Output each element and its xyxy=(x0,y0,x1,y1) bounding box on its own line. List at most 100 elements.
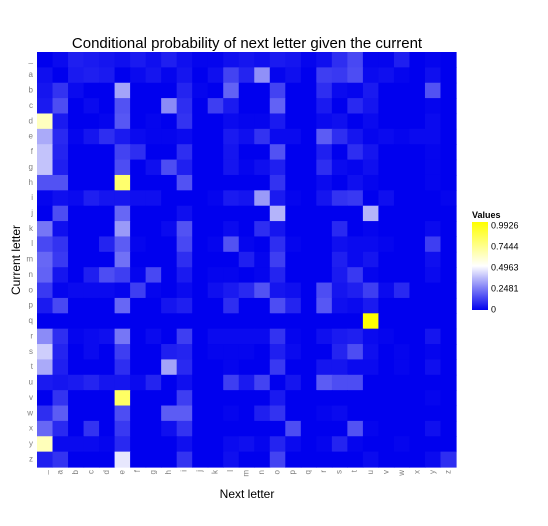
heatmap-cell-b-b xyxy=(68,82,85,99)
heatmap-cell-y-n xyxy=(254,436,271,453)
heatmap-cell-f-_ xyxy=(37,144,54,161)
heatmap-cell-k-z xyxy=(440,221,457,238)
heatmap-cell-_-s xyxy=(331,52,348,68)
y-tick-label: e xyxy=(29,132,34,141)
heatmap-cell-f-n xyxy=(254,144,271,161)
heatmap-cell-z-e xyxy=(114,451,131,468)
heatmap-cell-g-n xyxy=(254,159,271,176)
heatmap-cell-f-y xyxy=(424,144,442,161)
heatmap-cell-j-m xyxy=(238,205,255,222)
heatmap-cell-d-y xyxy=(424,113,442,130)
heatmap-cell-m-q xyxy=(300,251,317,268)
heatmap-cell-_-u xyxy=(362,52,380,68)
heatmap-cell-k-n xyxy=(254,221,271,238)
heatmap-cell-h-h xyxy=(161,174,178,191)
heatmap-cell-z-s xyxy=(331,451,348,468)
heatmap-cell-e-z xyxy=(440,128,457,145)
heatmap-cell-g-z xyxy=(440,159,457,176)
heatmap-cell-b-h xyxy=(161,82,178,99)
heatmap-cell-u-r xyxy=(316,374,333,391)
heatmap-cell-u-x xyxy=(409,374,426,391)
heatmap-cell-q-j xyxy=(192,313,209,330)
heatmap-cell-t-i xyxy=(176,359,193,376)
heatmap-cell-j-l xyxy=(223,205,240,222)
heatmap-cell-c-m xyxy=(238,98,255,115)
heatmap-cell-j-d xyxy=(99,205,116,222)
heatmap-cell-m-n xyxy=(254,251,271,268)
heatmap-cell-b-f xyxy=(130,82,147,99)
heatmap-cell-_-e xyxy=(114,52,131,68)
y-tick-label: g xyxy=(29,162,33,171)
heatmap-cell-v-h xyxy=(161,390,178,407)
heatmap-cell-a-r xyxy=(316,67,333,84)
heatmap-cell-p-j xyxy=(192,297,209,314)
x-tick-label: g xyxy=(148,470,157,474)
heatmap-cell-g-f xyxy=(130,159,147,176)
heatmap-cell-f-k xyxy=(207,144,224,161)
heatmap-cell-x-w xyxy=(393,420,411,437)
y-tick-label: f xyxy=(31,147,34,156)
heatmap-cell-o-e xyxy=(114,282,131,299)
x-axis-ticks: _ a b c d e f g h i j k l m n o p q r s t u v w x y z xyxy=(40,469,452,477)
heatmap-cell-l-h xyxy=(161,236,178,253)
heatmap-cell-j-_ xyxy=(37,205,54,222)
heatmap-cell-i-b xyxy=(68,190,85,207)
heatmap-cell-q-a xyxy=(52,313,69,330)
heatmap-cell-y-i xyxy=(176,436,193,453)
x-tick-label: f xyxy=(133,469,142,472)
heatmap-cell-i-a xyxy=(52,190,69,207)
heatmap-cell-r-x xyxy=(409,328,426,345)
heatmap-cell-_-o xyxy=(269,52,286,68)
y-tick-label: r xyxy=(30,331,33,340)
heatmap-cell-o-q xyxy=(300,282,317,299)
heatmap-cell-i-h xyxy=(161,190,178,207)
x-tick-label: x xyxy=(412,470,421,474)
heatmap-cell-k-x xyxy=(409,221,426,238)
heatmap-cell-k-k xyxy=(207,221,224,238)
heatmap-cell-q-f xyxy=(130,313,147,330)
heatmap-cell-k-h xyxy=(161,221,178,238)
heatmap-cell-q-q xyxy=(300,313,317,330)
heatmap-cell-o-s xyxy=(331,282,348,299)
heatmap-cell-k-i xyxy=(176,221,193,238)
x-tick-label: i xyxy=(180,470,189,472)
heatmap-cell-f-i xyxy=(176,144,193,161)
heatmap-cell-s-j xyxy=(192,344,209,361)
heatmap-cell-a-b xyxy=(68,67,85,84)
heatmap-cell-x-z xyxy=(440,420,457,437)
heatmap-cell-m-s xyxy=(331,251,348,268)
heatmap-cell-h-l xyxy=(223,174,240,191)
heatmap-cell-c-i xyxy=(176,98,193,115)
heatmap-cell-g-v xyxy=(378,159,395,176)
heatmap-cell-m-h xyxy=(161,251,178,268)
heatmap-cell-p-l xyxy=(223,297,240,314)
heatmap-cell-t-z xyxy=(440,359,457,376)
heatmap-cell-x-i xyxy=(176,420,193,437)
heatmap-cell-k-b xyxy=(68,221,85,238)
heatmap-cell-t-_ xyxy=(37,359,54,376)
heatmap-cell-j-i xyxy=(176,205,193,222)
heatmap-cell-e-r xyxy=(316,128,333,145)
y-tick-label: l xyxy=(31,239,33,248)
heatmap-cell-m-_ xyxy=(37,251,54,268)
heatmap-cell-r-h xyxy=(161,328,178,345)
heatmap-cell-o-n xyxy=(254,282,271,299)
heatmap-cell-a-d xyxy=(99,67,116,84)
x-tick-label: w xyxy=(397,470,406,477)
heatmap-cell-z-w xyxy=(393,451,411,468)
heatmap-cell-l-e xyxy=(114,236,131,253)
heatmap-cell-g-t xyxy=(347,159,364,176)
heatmap-cell-a-u xyxy=(362,67,380,84)
heatmap-cell-k-m xyxy=(238,221,255,238)
heatmap-cell-h-j xyxy=(192,174,209,191)
heatmap-cell-a-q xyxy=(300,67,317,84)
heatmap-cell-a-k xyxy=(207,67,224,84)
heatmap-cell-r-z xyxy=(440,328,457,345)
heatmap-cell-i-n xyxy=(254,190,271,207)
heatmap-cell-p-k xyxy=(207,297,224,314)
heatmap-cell-o-f xyxy=(130,282,147,299)
heatmap-cell-s-v xyxy=(378,344,395,361)
heatmap-cell-s-d xyxy=(99,344,116,361)
